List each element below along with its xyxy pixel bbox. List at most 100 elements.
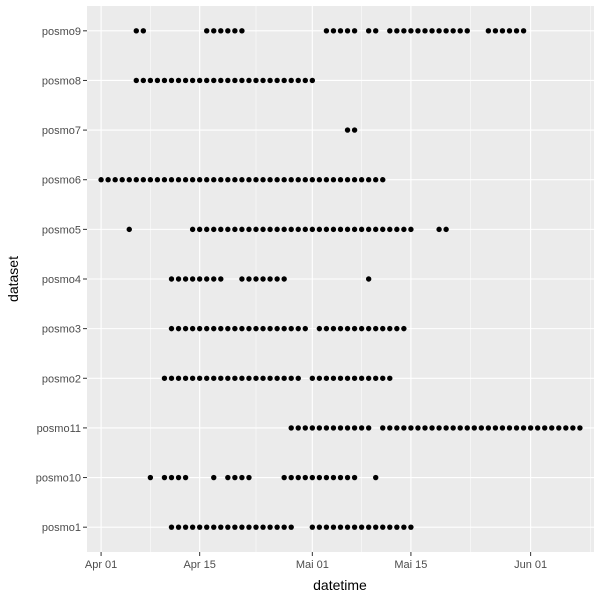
y-tick-label: posmo5 bbox=[42, 224, 81, 236]
data-point-posmo3 bbox=[204, 325, 210, 332]
data-point-posmo6 bbox=[323, 177, 330, 183]
data-point-posmo6 bbox=[288, 177, 294, 183]
data-point-posmo4 bbox=[274, 276, 280, 282]
data-point-posmo3 bbox=[394, 325, 400, 332]
data-point-posmo4 bbox=[211, 276, 217, 282]
data-point-posmo5 bbox=[408, 226, 414, 233]
data-point-posmo9 bbox=[239, 28, 245, 34]
data-point-posmo11 bbox=[429, 425, 435, 431]
data-point-posmo2 bbox=[161, 375, 168, 381]
data-point-posmo9 bbox=[365, 28, 372, 34]
y-tick-label: posmo9 bbox=[42, 26, 81, 38]
data-point-posmo3 bbox=[225, 325, 231, 332]
data-point-posmo9 bbox=[337, 28, 344, 34]
data-point-posmo2 bbox=[380, 375, 386, 381]
data-point-posmo4 bbox=[281, 276, 287, 282]
data-point-posmo3 bbox=[189, 325, 196, 332]
data-point-posmo6 bbox=[232, 177, 238, 183]
data-point-posmo8 bbox=[204, 77, 210, 84]
data-point-posmo4 bbox=[239, 276, 245, 282]
data-point-posmo5 bbox=[351, 226, 358, 233]
data-point-posmo9 bbox=[506, 28, 513, 34]
x-tick-label: Mai 15 bbox=[394, 559, 427, 571]
data-point-posmo9 bbox=[133, 28, 139, 34]
data-point-posmo9 bbox=[485, 28, 492, 34]
data-point-posmo3 bbox=[337, 325, 344, 332]
data-point-posmo7 bbox=[351, 127, 358, 133]
data-point-posmo5 bbox=[204, 226, 210, 233]
data-point-posmo2 bbox=[337, 375, 344, 381]
data-point-posmo5 bbox=[323, 226, 330, 233]
data-point-posmo9 bbox=[344, 28, 351, 34]
data-point-posmo5 bbox=[246, 226, 252, 233]
data-point-posmo6 bbox=[168, 177, 175, 183]
data-point-posmo11 bbox=[302, 425, 308, 431]
data-point-posmo6 bbox=[253, 177, 259, 183]
data-point-posmo1 bbox=[373, 524, 379, 530]
data-point-posmo2 bbox=[330, 375, 337, 381]
data-point-posmo3 bbox=[246, 325, 252, 332]
data-point-posmo11 bbox=[436, 425, 442, 431]
data-point-posmo11 bbox=[344, 425, 351, 431]
data-point-posmo10 bbox=[168, 474, 175, 481]
data-point-posmo2 bbox=[351, 375, 358, 381]
y-tick-label: posmo6 bbox=[42, 175, 81, 187]
data-point-posmo1 bbox=[316, 524, 323, 530]
data-point-posmo10 bbox=[316, 474, 323, 481]
data-point-posmo6 bbox=[204, 177, 210, 183]
data-point-posmo3 bbox=[175, 325, 182, 332]
data-point-posmo8 bbox=[211, 77, 217, 84]
data-point-posmo6 bbox=[358, 177, 365, 183]
data-point-posmo1 bbox=[260, 524, 266, 530]
data-point-posmo3 bbox=[323, 325, 330, 332]
data-point-posmo5 bbox=[274, 226, 280, 233]
data-point-posmo8 bbox=[133, 77, 139, 84]
data-point-posmo2 bbox=[253, 375, 259, 381]
data-point-posmo9 bbox=[204, 28, 210, 34]
data-point-posmo10 bbox=[281, 474, 287, 481]
data-point-posmo8 bbox=[154, 77, 161, 84]
data-point-posmo10 bbox=[288, 474, 294, 481]
data-point-posmo3 bbox=[232, 325, 238, 332]
data-point-posmo4 bbox=[182, 276, 189, 282]
data-point-posmo1 bbox=[337, 524, 344, 530]
data-point-posmo4 bbox=[253, 276, 259, 282]
data-point-posmo11 bbox=[450, 425, 456, 431]
data-point-posmo1 bbox=[408, 524, 414, 530]
data-point-posmo1 bbox=[182, 524, 189, 530]
data-point-posmo10 bbox=[309, 474, 316, 481]
data-point-posmo2 bbox=[260, 375, 266, 381]
data-point-posmo3 bbox=[288, 325, 294, 332]
data-point-posmo11 bbox=[471, 425, 477, 431]
data-point-posmo6 bbox=[196, 177, 203, 183]
data-point-posmo5 bbox=[126, 226, 132, 233]
data-point-posmo6 bbox=[380, 177, 386, 183]
data-point-posmo1 bbox=[387, 524, 393, 530]
data-point-posmo11 bbox=[309, 425, 316, 431]
data-point-posmo8 bbox=[218, 77, 224, 84]
data-point-posmo5 bbox=[316, 226, 323, 233]
data-point-posmo8 bbox=[147, 77, 154, 84]
data-point-posmo10 bbox=[232, 474, 238, 481]
data-point-posmo11 bbox=[380, 425, 386, 431]
data-point-posmo8 bbox=[232, 77, 238, 84]
data-point-posmo9 bbox=[373, 28, 379, 34]
data-point-posmo2 bbox=[168, 375, 175, 381]
data-point-posmo8 bbox=[253, 77, 259, 84]
data-point-posmo8 bbox=[196, 77, 203, 84]
data-point-posmo2 bbox=[358, 375, 365, 381]
data-point-posmo6 bbox=[281, 177, 287, 183]
data-point-posmo4 bbox=[196, 276, 203, 282]
data-point-posmo11 bbox=[549, 425, 555, 431]
y-axis: posmo1 posmo10 posmo11 posmo2 posmo3 posmo4 po… bbox=[36, 26, 87, 534]
data-point-posmo6 bbox=[175, 177, 182, 183]
data-point-posmo6 bbox=[154, 177, 161, 183]
data-point-posmo8 bbox=[140, 77, 147, 84]
data-point-posmo2 bbox=[309, 375, 316, 381]
data-point-posmo5 bbox=[260, 226, 266, 233]
data-point-posmo2 bbox=[295, 375, 301, 381]
data-point-posmo11 bbox=[295, 425, 301, 431]
x-tick-label: Apr 15 bbox=[183, 559, 215, 571]
y-tick-label: posmo1 bbox=[42, 522, 81, 534]
data-point-posmo2 bbox=[189, 375, 196, 381]
